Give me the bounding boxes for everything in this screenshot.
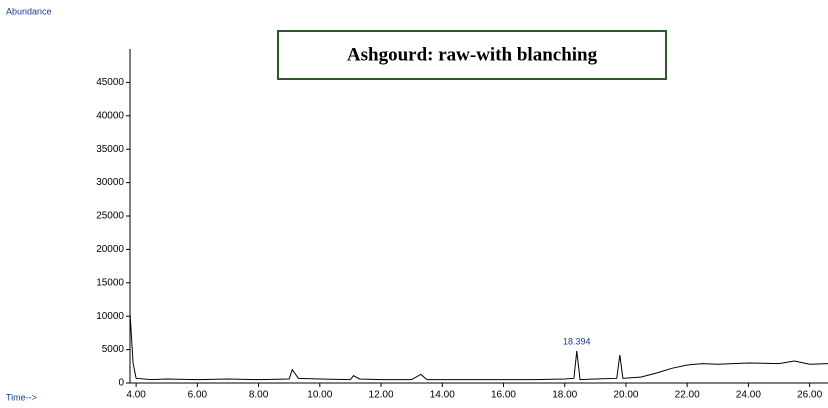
y-tick-label: 25000 bbox=[96, 211, 124, 222]
y-tick-label: 5000 bbox=[102, 344, 125, 355]
y-tick-label: 45000 bbox=[96, 77, 124, 88]
x-tick-label: 20.00 bbox=[613, 390, 638, 401]
y-tick-label: 30000 bbox=[96, 177, 124, 188]
x-tick-label: 6.00 bbox=[188, 390, 208, 401]
trace-line bbox=[129, 312, 828, 381]
y-tick-label: 15000 bbox=[96, 277, 124, 288]
x-tick-label: 12.00 bbox=[369, 390, 394, 401]
y-tick-label: 40000 bbox=[96, 110, 124, 121]
x-tick-label: 4.00 bbox=[126, 390, 146, 401]
x-tick-label: 14.00 bbox=[430, 390, 455, 401]
y-tick-label: 35000 bbox=[96, 144, 124, 155]
title-box bbox=[277, 30, 667, 80]
chart-title: Ashgourd: raw-with blanching bbox=[347, 44, 598, 65]
peak-label: 18.394 bbox=[563, 336, 591, 346]
y-tick-label: 10000 bbox=[96, 311, 124, 322]
x-tick-label: 10.00 bbox=[307, 390, 332, 401]
x-tick-label: 18.00 bbox=[552, 390, 577, 401]
x-tick-label: 26.00 bbox=[797, 390, 822, 401]
x-tick-label: 16.00 bbox=[491, 390, 516, 401]
x-tick-label: 8.00 bbox=[249, 390, 269, 401]
y-tick-label: 0 bbox=[118, 378, 124, 389]
x-tick-label: 24.00 bbox=[736, 390, 761, 401]
y-tick-label: 20000 bbox=[96, 244, 124, 255]
y-axis-label: Abundance bbox=[6, 6, 52, 16]
x-axis-label: Time--> bbox=[6, 392, 37, 402]
x-tick-label: 22.00 bbox=[675, 390, 700, 401]
